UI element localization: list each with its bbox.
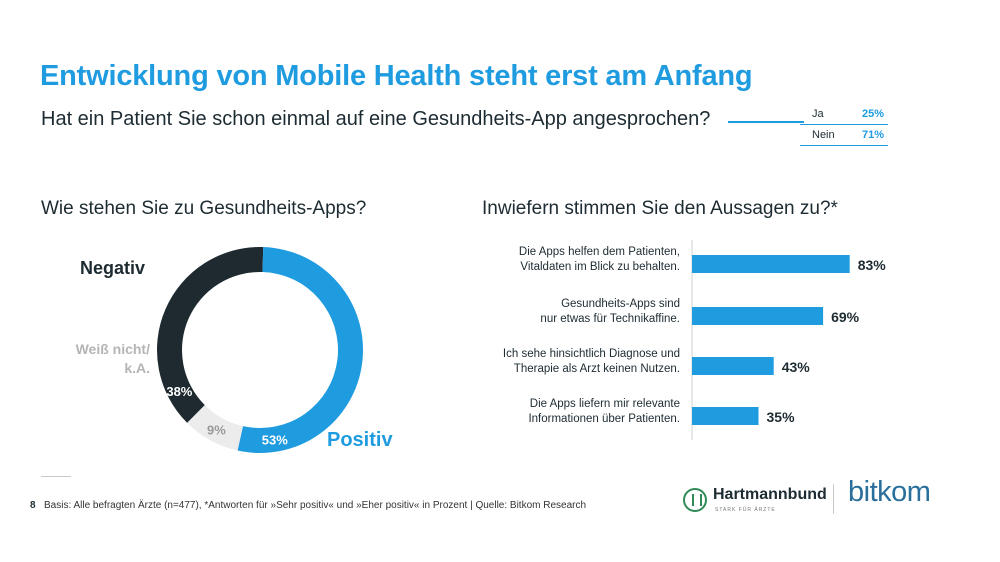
bar-category-label: Ich sehe hinsichtlich Diagnose und — [503, 348, 680, 360]
bar-value-label: 83% — [858, 257, 887, 273]
donut-slice-negativ — [157, 247, 264, 423]
bar-value-label: 35% — [767, 409, 796, 425]
legend-weiss-nicht: Weiß nicht/ k.A. — [58, 340, 150, 378]
legend-weiss-nicht-line: Weiß nicht/ — [75, 341, 150, 357]
page-number: 8 — [30, 500, 36, 511]
bar-category-label: Vitaldaten im Blick zu behalten. — [520, 261, 680, 273]
bitkom-logo: bitkom — [848, 476, 931, 508]
bar-category-label: Die Apps helfen dem Patienten, — [519, 246, 680, 258]
bar — [692, 307, 824, 325]
bar-category-label: Gesundheits-Apps sind — [561, 298, 680, 310]
legend-positiv: Positiv — [327, 429, 393, 451]
answer-value: 25% — [861, 108, 884, 120]
answer-table: Ja 25% Nein 71% — [800, 104, 888, 146]
donut-value-label: 9% — [207, 422, 226, 437]
legend-weiss-nicht-line: k.A. — [124, 360, 150, 376]
donut-value-label: 38% — [166, 384, 192, 399]
answer-label: Nein — [800, 124, 850, 146]
bar-chart: Die Apps helfen dem Patienten, Vitaldaten… — [503, 240, 887, 440]
bar-category-label: nur etwas für Technikaffine. — [540, 313, 680, 325]
source-note: Basis: Alle befragten Ärzte (n=477), *An… — [44, 500, 587, 511]
page-subtitle: Hat ein Patient Sie schon einmal auf ein… — [41, 108, 711, 130]
answer-row-ja: Ja 25% — [800, 104, 888, 125]
hartmannbund-tagline: STARK FÜR ÄRZTE — [715, 507, 776, 513]
bar-category-label: Die Apps liefern mir relevante — [530, 398, 680, 410]
hartmannbund-mark-icon — [683, 488, 707, 512]
bar-chart-title: Inwiefern stimmen Sie den Aussagen zu?* — [482, 198, 838, 219]
bar — [692, 357, 774, 375]
hartmannbund-logo: Hartmannbund STARK FÜR ÄRZTE — [683, 486, 827, 522]
answer-value: 71% — [849, 124, 888, 146]
page-title: Entwicklung von Mobile Health steht erst… — [40, 60, 753, 92]
donut-chart: 38% 53% 9% — [157, 247, 364, 453]
answer-label: Ja — [812, 108, 824, 120]
answer-row-nein: Nein 71% — [800, 124, 888, 146]
bar-value-label: 69% — [831, 309, 860, 325]
subtitle-rule — [728, 121, 804, 123]
donut-slice-weiss-nicht — [187, 405, 243, 451]
logo-divider — [833, 484, 834, 514]
bar — [692, 407, 759, 425]
donut-slice-positiv — [237, 247, 364, 453]
legend-negativ: Negativ — [80, 258, 146, 278]
bar-category-label: Informationen über Patienten. — [528, 413, 680, 425]
bar-value-label: 43% — [782, 359, 811, 375]
footer-rule — [41, 476, 71, 477]
donut-value-label: 53% — [262, 432, 288, 447]
bar-category-label: Therapie als Arzt keinen Nutzen. — [514, 363, 680, 375]
donut-chart-title: Wie stehen Sie zu Gesundheits-Apps? — [41, 198, 367, 219]
hartmannbund-name: Hartmannbund — [713, 486, 827, 503]
bar — [692, 255, 850, 273]
